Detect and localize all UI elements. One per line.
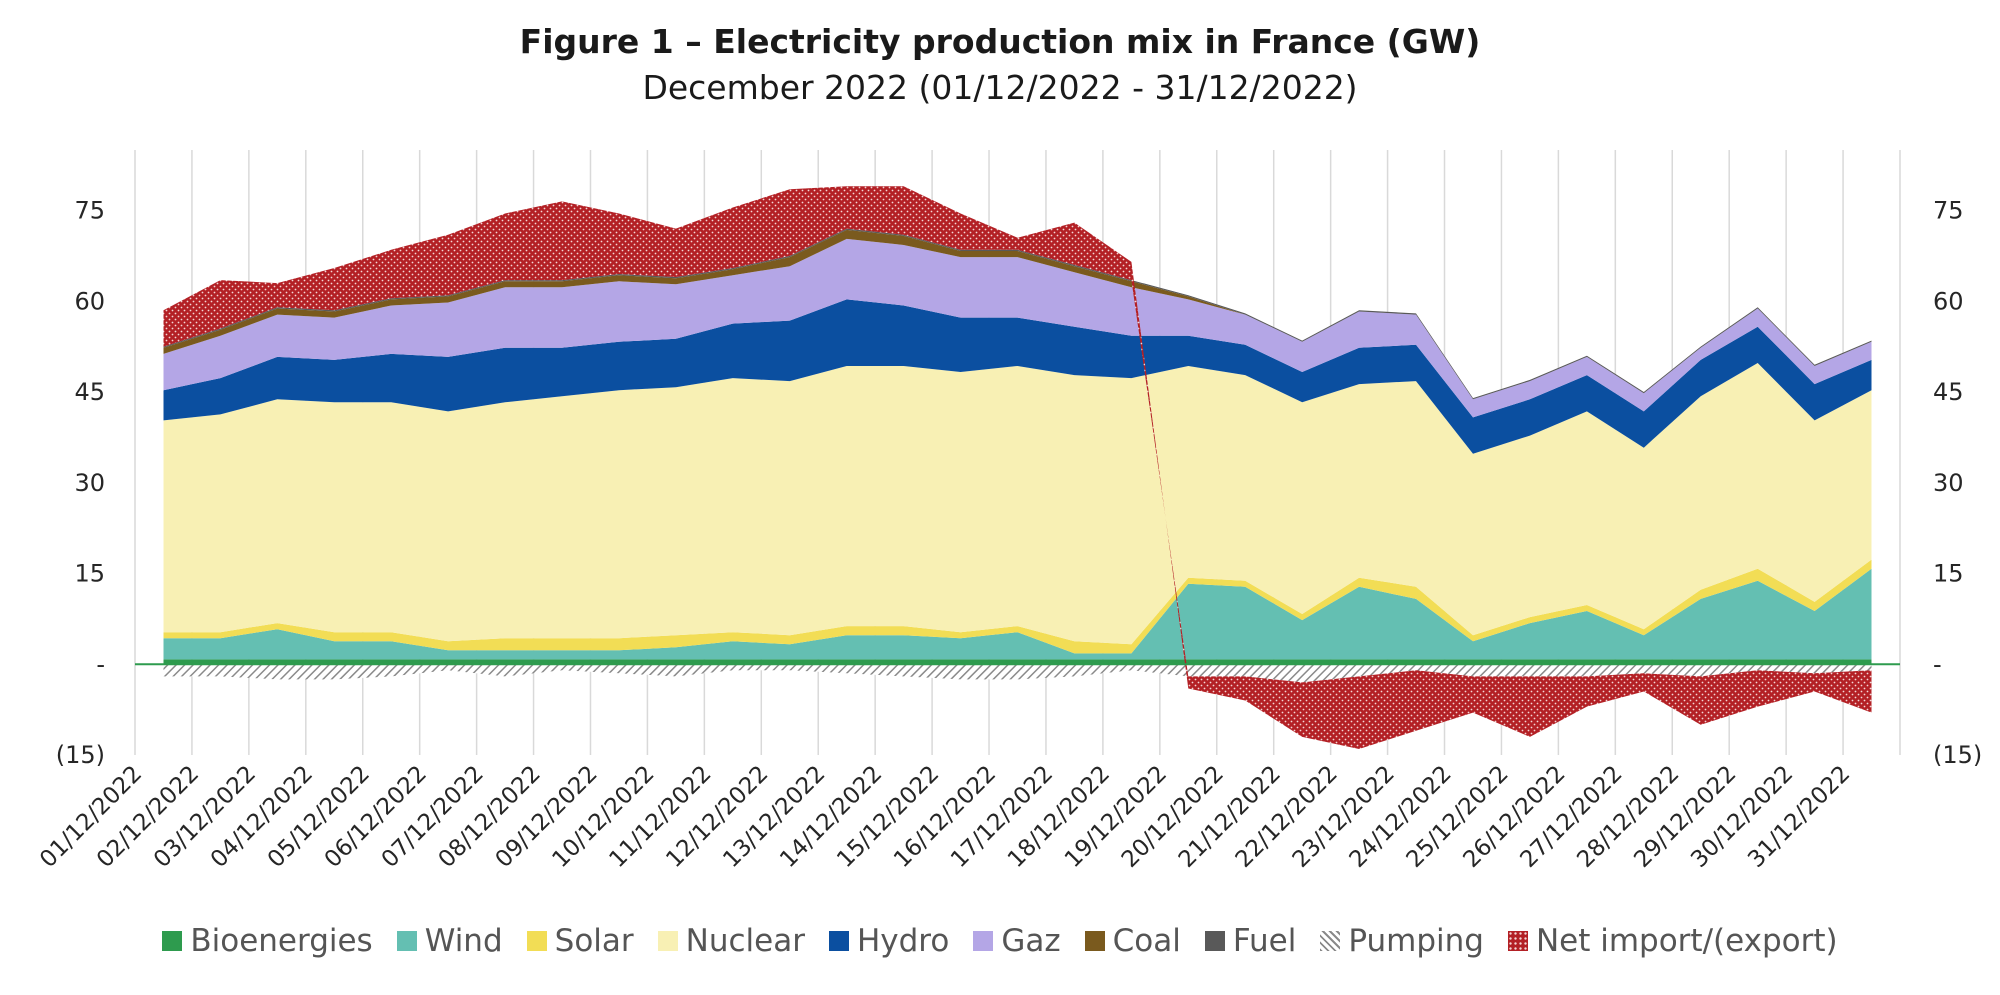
series-areas bbox=[163, 186, 1872, 750]
legend-swatch-hydro bbox=[828, 931, 849, 951]
y-axis-ticks: 75 75 60 60 45 45 30 30 15 15 - - (15) (15) bbox=[56, 197, 1983, 770]
legend-label-solar: Solar bbox=[554, 923, 634, 959]
legend-label-fuel: Fuel bbox=[1232, 923, 1297, 959]
legend-swatch-bioenergies bbox=[162, 931, 183, 951]
legend-label-gaz: Gaz bbox=[1001, 923, 1061, 959]
legend-item-pumping: Pumping bbox=[1320, 923, 1484, 959]
legend-swatch-nuclear bbox=[657, 931, 678, 951]
legend-item-net-import-export: Net import/(export) bbox=[1507, 923, 1838, 959]
y-tick-left: 75 bbox=[74, 197, 105, 225]
series-area-gaz bbox=[163, 238, 1872, 418]
legend-item-solar: Solar bbox=[526, 923, 634, 959]
y-tick-right: 75 bbox=[1933, 197, 1964, 225]
legend-label-nuclear: Nuclear bbox=[685, 923, 805, 959]
legend-swatch-solar bbox=[526, 931, 547, 951]
legend-label-hydro: Hydro bbox=[856, 923, 950, 959]
y-tick-left: 45 bbox=[74, 378, 105, 406]
chart-title: Figure 1 – Electricity production mix in… bbox=[519, 22, 1481, 61]
area-chart: 75 75 60 60 45 45 30 30 15 15 - - (15) (15) 01/12/202… bbox=[35, 150, 1983, 873]
series-area-pumping bbox=[163, 664, 1872, 683]
legend: Bioenergies Wind Solar Nuclear Hydro Gaz Coal F… bbox=[0, 923, 2000, 959]
series-area-fuel bbox=[163, 228, 1872, 400]
chart-subtitle: December 2022 (01/12/2022 - 31/12/2022) bbox=[642, 68, 1358, 107]
legend-item-coal: Coal bbox=[1084, 923, 1181, 959]
series-area-hydro bbox=[163, 299, 1872, 454]
legend-item-wind: Wind bbox=[396, 923, 503, 959]
legend-swatch-coal bbox=[1084, 931, 1105, 951]
legend-item-gaz: Gaz bbox=[973, 923, 1061, 959]
series-area-wind bbox=[163, 568, 1872, 660]
legend-item-fuel: Fuel bbox=[1204, 923, 1297, 959]
legend-label-net-import-export: Net import/(export) bbox=[1535, 923, 1838, 959]
series-area-net-import-export bbox=[163, 186, 1872, 750]
y-tick-left: (15) bbox=[56, 741, 105, 769]
legend-swatch-wind bbox=[396, 931, 417, 951]
legend-swatch-pumping bbox=[1320, 931, 1341, 951]
legend-label-pumping: Pumping bbox=[1348, 923, 1484, 959]
legend-swatch-gaz bbox=[973, 931, 994, 951]
y-tick-left: - bbox=[96, 650, 105, 678]
legend-label-coal: Coal bbox=[1112, 923, 1181, 959]
y-tick-right: 30 bbox=[1933, 469, 1964, 497]
legend-swatch-net-import-export bbox=[1507, 931, 1528, 951]
legend-label-bioenergies: Bioenergies bbox=[190, 923, 373, 959]
y-tick-right: - bbox=[1933, 650, 1942, 678]
legend-item-hydro: Hydro bbox=[828, 923, 950, 959]
y-tick-left: 30 bbox=[74, 469, 105, 497]
y-tick-right: 15 bbox=[1933, 560, 1964, 588]
y-tick-left: 60 bbox=[74, 287, 105, 315]
y-tick-right: 60 bbox=[1933, 287, 1964, 315]
series-area-nuclear bbox=[163, 363, 1872, 645]
y-tick-right: (15) bbox=[1933, 741, 1982, 769]
legend-item-bioenergies: Bioenergies bbox=[162, 923, 373, 959]
y-tick-right: 45 bbox=[1933, 378, 1964, 406]
x-axis-ticks: 01/12/202202/12/202203/12/202204/12/2022… bbox=[35, 761, 1855, 873]
legend-label-wind: Wind bbox=[424, 923, 503, 959]
y-tick-left: 15 bbox=[74, 560, 105, 588]
legend-swatch-fuel bbox=[1204, 931, 1225, 951]
legend-item-nuclear: Nuclear bbox=[657, 923, 805, 959]
series-area-bioenergies bbox=[163, 659, 1872, 665]
